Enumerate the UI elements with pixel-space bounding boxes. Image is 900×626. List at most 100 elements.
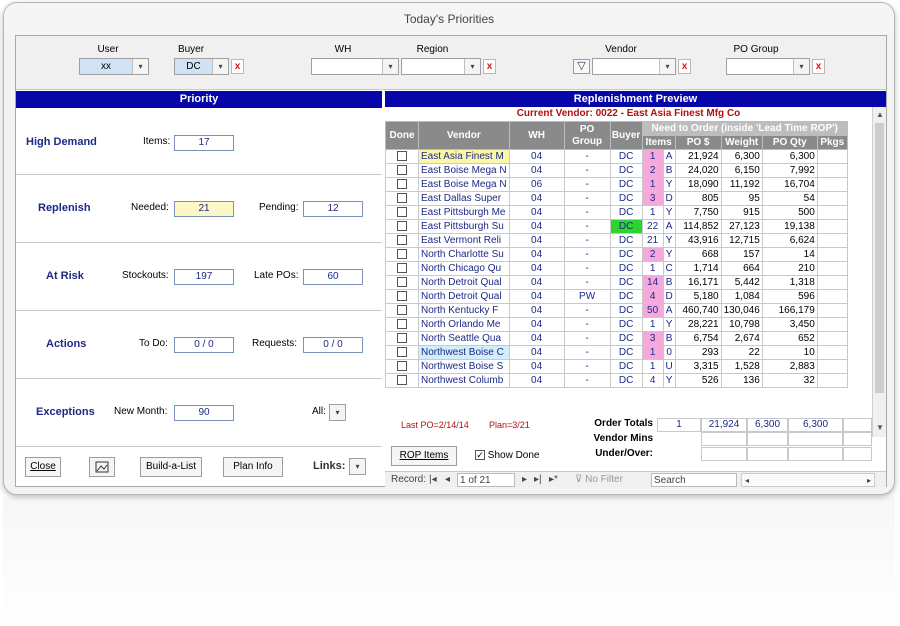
show-done-toggle[interactable]: ✓ Show Done bbox=[475, 450, 539, 461]
col-items[interactable]: Items bbox=[641, 135, 676, 150]
vendor-cell[interactable]: Northwest Columb bbox=[418, 373, 510, 388]
col-pkgs[interactable]: Pkgs bbox=[816, 135, 848, 150]
col-vendor[interactable]: Vendor bbox=[418, 121, 510, 150]
done-checkbox[interactable] bbox=[385, 233, 419, 248]
vendor-cell[interactable]: East Asia Finest M bbox=[418, 149, 510, 164]
vendor-cell[interactable]: North Seattle Qua bbox=[418, 331, 510, 346]
done-checkbox[interactable] bbox=[385, 317, 419, 332]
col-wh[interactable]: WH bbox=[508, 121, 565, 150]
table-row[interactable]: East Boise Mega N 04- DC 2 B 24,020 6,150 7,992 bbox=[385, 163, 848, 178]
filter-icon[interactable]: ▽ bbox=[573, 59, 590, 74]
done-checkbox[interactable] bbox=[385, 219, 419, 234]
user-combo[interactable]: xx ▾ bbox=[79, 58, 149, 75]
needed-field[interactable]: 21 bbox=[174, 201, 234, 217]
done-checkbox[interactable] bbox=[397, 193, 407, 204]
done-checkbox[interactable] bbox=[397, 165, 407, 176]
done-checkbox[interactable] bbox=[397, 151, 407, 162]
table-row[interactable]: East Asia Finest M 04- DC 1 A 21,924 6,300 6,30… bbox=[385, 149, 848, 164]
done-checkbox[interactable] bbox=[397, 263, 407, 274]
first-record-icon[interactable]: |◂ bbox=[429, 474, 437, 485]
done-checkbox[interactable] bbox=[397, 277, 407, 288]
table-row[interactable]: East Vermont Reli 04- DC 21 Y 43,916 12,715 6,6… bbox=[385, 233, 848, 248]
rop-items-button[interactable]: ROP Items bbox=[391, 446, 457, 466]
done-checkbox[interactable] bbox=[385, 289, 419, 304]
scrollbar-thumb[interactable] bbox=[875, 123, 884, 393]
table-row[interactable]: North Charlotte Su 04- DC 2 Y 668 157 14 bbox=[385, 247, 848, 262]
table-row[interactable]: East Pittsburgh Me 04- DC 1 Y 7,750 915 500 bbox=[385, 205, 848, 220]
table-row[interactable]: East Boise Mega N 06- DC 1 Y 18,090 11,192 16,7… bbox=[385, 177, 848, 192]
done-checkbox[interactable] bbox=[397, 347, 407, 358]
scroll-up-icon[interactable]: ▲ bbox=[876, 110, 884, 119]
done-checkbox[interactable] bbox=[397, 319, 407, 330]
table-row[interactable]: North Kentucky F 04- DC 50 A 460,740 130,046 16… bbox=[385, 303, 848, 318]
done-checkbox[interactable] bbox=[397, 207, 407, 218]
done-checkbox[interactable] bbox=[397, 305, 407, 316]
done-checkbox[interactable] bbox=[385, 261, 419, 276]
done-checkbox[interactable] bbox=[385, 177, 419, 192]
scroll-left-icon[interactable]: ◂ bbox=[745, 476, 750, 485]
table-row[interactable]: North Chicago Qu 04- DC 1 C 1,714 664 210 bbox=[385, 261, 848, 276]
done-checkbox[interactable] bbox=[385, 373, 419, 388]
vendor-cell[interactable]: Northwest Boise C bbox=[418, 345, 510, 360]
vendor-cell[interactable]: North Orlando Me bbox=[418, 317, 510, 332]
done-checkbox[interactable] bbox=[385, 205, 419, 220]
done-checkbox[interactable] bbox=[385, 359, 419, 374]
clear-po-group-button[interactable]: x bbox=[812, 59, 825, 74]
horizontal-scrollbar[interactable]: ◂ ▸ bbox=[741, 473, 875, 487]
done-checkbox[interactable] bbox=[385, 163, 419, 178]
replenish-title[interactable]: Replenish bbox=[38, 202, 91, 214]
col-po-group[interactable]: PO Group bbox=[563, 121, 611, 150]
next-record-icon[interactable]: ▸ bbox=[522, 474, 528, 485]
search-input[interactable]: Search bbox=[651, 473, 737, 487]
done-checkbox[interactable] bbox=[397, 179, 407, 190]
done-checkbox[interactable] bbox=[385, 149, 419, 164]
col-po-dollars[interactable]: PO $ bbox=[674, 135, 722, 150]
done-checkbox[interactable] bbox=[397, 375, 407, 386]
done-checkbox[interactable] bbox=[385, 247, 419, 262]
col-weight[interactable]: Weight bbox=[720, 135, 763, 150]
scroll-right-icon[interactable]: ▸ bbox=[866, 476, 871, 485]
actions-title[interactable]: Actions bbox=[46, 338, 87, 350]
table-row[interactable]: Northwest Columb 04- DC 4 Y 526 136 32 bbox=[385, 373, 848, 388]
chevron-down-icon[interactable]: ▾ bbox=[330, 405, 345, 420]
done-checkbox[interactable] bbox=[397, 249, 407, 260]
done-checkbox[interactable] bbox=[397, 291, 407, 302]
vendor-cell[interactable]: North Kentucky F bbox=[418, 303, 510, 318]
table-row[interactable]: Northwest Boise C 04- DC 1 0 293 22 10 bbox=[385, 345, 848, 360]
prev-record-icon[interactable]: ◂ bbox=[445, 474, 451, 485]
screenshot-button[interactable] bbox=[89, 457, 115, 477]
no-filter-toggle[interactable]: ⊽ No Filter bbox=[575, 473, 623, 487]
region-combo[interactable]: ▾ bbox=[401, 58, 481, 75]
buyer-combo[interactable]: DC ▾ bbox=[174, 58, 229, 75]
vendor-cell[interactable]: East Boise Mega N bbox=[418, 177, 510, 192]
done-checkbox[interactable] bbox=[385, 191, 419, 206]
col-buyer[interactable]: Buyer bbox=[609, 121, 643, 150]
vendor-cell[interactable]: North Detroit Qual bbox=[418, 289, 510, 304]
new-record-icon[interactable]: ▸* bbox=[549, 474, 558, 485]
vendor-cell[interactable]: East Pittsburgh Su bbox=[418, 219, 510, 234]
table-row[interactable]: East Dallas Super 04- DC 3 D 805 95 54 bbox=[385, 191, 848, 206]
done-checkbox[interactable] bbox=[385, 331, 419, 346]
vendor-cell[interactable]: East Boise Mega N bbox=[418, 163, 510, 178]
table-row[interactable]: North Seattle Qua 04- DC 3 B 6,754 2,674 652 bbox=[385, 331, 848, 346]
todo-field[interactable]: 0 / 0 bbox=[174, 337, 234, 353]
new-month-field[interactable]: 90 bbox=[174, 405, 234, 421]
at-risk-title[interactable]: At Risk bbox=[46, 270, 84, 282]
last-record-icon[interactable]: ▸| bbox=[534, 474, 542, 485]
chevron-down-icon[interactable]: ▾ bbox=[659, 59, 675, 74]
done-checkbox[interactable] bbox=[385, 303, 419, 318]
done-checkbox[interactable] bbox=[397, 333, 407, 344]
col-po-qty[interactable]: PO Qty bbox=[761, 135, 818, 150]
table-row[interactable]: North Orlando Me 04- DC 1 Y 28,221 10,798 3,450 bbox=[385, 317, 848, 332]
late-pos-field[interactable]: 60 bbox=[303, 269, 363, 285]
table-row[interactable]: North Detroit Qual 04- DC 14 B 16,171 5,442 1,3… bbox=[385, 275, 848, 290]
requests-field[interactable]: 0 / 0 bbox=[303, 337, 363, 353]
chevron-down-icon[interactable]: ▾ bbox=[350, 459, 365, 474]
clear-region-button[interactable]: x bbox=[483, 59, 496, 74]
plan-info-button[interactable]: Plan Info bbox=[223, 457, 283, 477]
close-button[interactable]: Close bbox=[25, 457, 61, 477]
all-dropdown[interactable]: ▾ bbox=[329, 404, 346, 421]
clear-vendor-button[interactable]: x bbox=[678, 59, 691, 74]
done-checkbox[interactable] bbox=[385, 275, 419, 290]
vendor-cell[interactable]: Northwest Boise S bbox=[418, 359, 510, 374]
